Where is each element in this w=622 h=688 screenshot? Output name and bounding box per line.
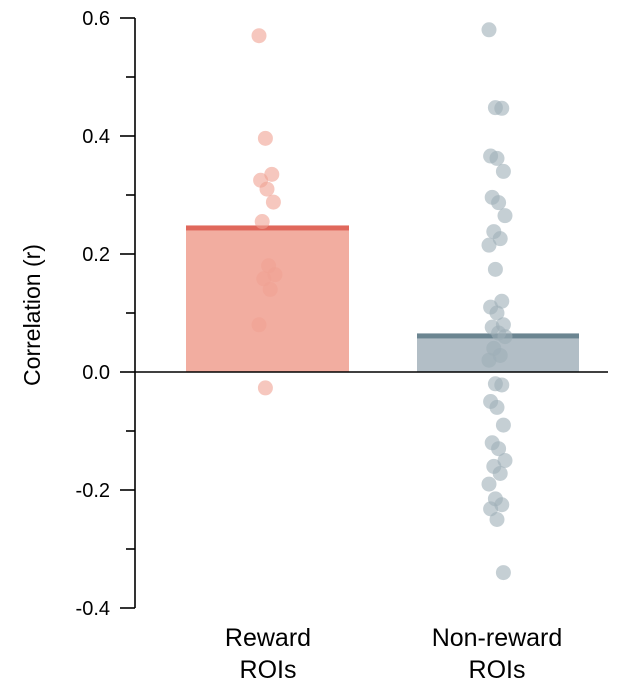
data-point-nonreward xyxy=(494,377,510,393)
data-point-reward xyxy=(257,130,273,146)
data-point-nonreward xyxy=(481,237,497,253)
data-point-reward xyxy=(257,380,273,396)
y-tick-label: -0.2 xyxy=(76,480,110,502)
category-label-nonreward-line2: ROIs xyxy=(469,656,526,684)
data-point-nonreward xyxy=(489,399,505,415)
data-point-nonreward xyxy=(489,150,505,166)
y-axis xyxy=(120,17,608,609)
data-point-nonreward xyxy=(494,100,510,116)
data-point-reward xyxy=(262,281,278,297)
data-point-reward xyxy=(254,214,270,230)
y-tick-label: 0.4 xyxy=(82,126,110,148)
data-point-nonreward xyxy=(495,417,511,433)
data-point-nonreward xyxy=(497,453,513,468)
bar-mean-line-reward xyxy=(186,225,349,231)
data-point-nonreward xyxy=(491,441,507,457)
category-label-reward-line1: Reward xyxy=(225,624,311,652)
data-point-nonreward xyxy=(492,347,508,363)
y-tick-labels: -0.4 -0.2 0.0 0.2 0.4 0.6 xyxy=(76,8,110,620)
data-point-nonreward xyxy=(487,261,503,277)
data-point-nonreward xyxy=(492,465,508,481)
data-point-nonreward xyxy=(489,305,505,321)
category-label-nonreward-line1: Non-reward xyxy=(432,624,563,652)
data-point-nonreward xyxy=(492,231,508,247)
y-tick-label: 0.0 xyxy=(82,362,110,384)
data-point-reward xyxy=(264,166,280,182)
bars-layer xyxy=(186,225,579,372)
y-tick-label: -0.4 xyxy=(76,598,110,620)
points-layer xyxy=(251,22,513,581)
bar-reward xyxy=(186,227,349,372)
data-point-nonreward xyxy=(494,293,510,309)
data-point-nonreward xyxy=(481,352,497,368)
data-point-reward xyxy=(251,317,267,333)
data-point-nonreward xyxy=(495,163,511,179)
data-point-nonreward xyxy=(491,195,507,211)
data-point-nonreward xyxy=(489,512,505,527)
y-axis-label: Correlation (r) xyxy=(19,244,45,386)
data-point-nonreward xyxy=(497,329,513,345)
y-tick-label: 0.2 xyxy=(82,244,110,266)
y-tick-label: 0.6 xyxy=(82,8,110,30)
data-point-nonreward xyxy=(481,22,497,38)
data-point-nonreward xyxy=(495,565,511,581)
data-point-reward xyxy=(251,28,267,44)
data-point-nonreward xyxy=(497,208,513,224)
data-point-nonreward xyxy=(481,476,497,492)
category-label-reward-line2: ROIs xyxy=(240,656,297,684)
data-point-reward xyxy=(265,194,281,210)
data-point-reward xyxy=(259,181,275,197)
